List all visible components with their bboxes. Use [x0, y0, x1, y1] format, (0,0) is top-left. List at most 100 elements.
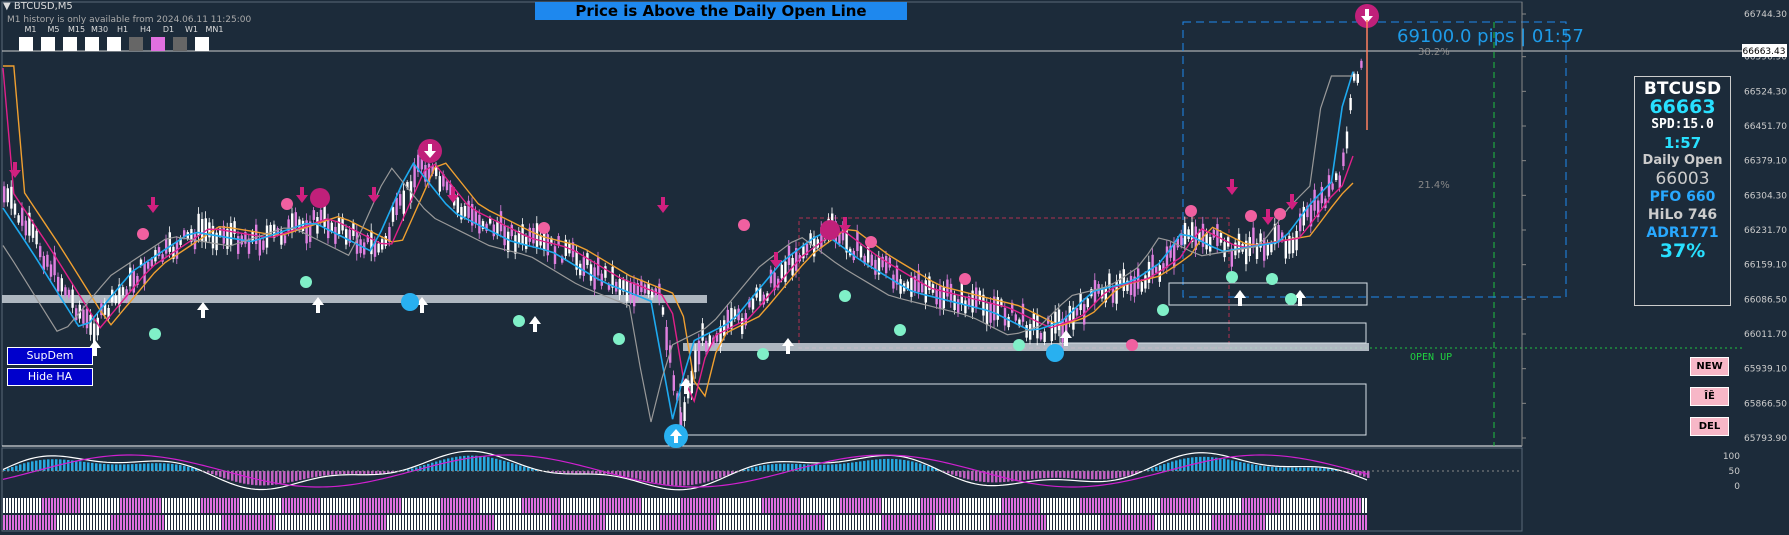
dot-icon — [1013, 339, 1025, 351]
up-arrow-icon — [529, 316, 541, 332]
collapse-icon[interactable]: ▼ — [3, 1, 14, 12]
up-arrow-icon — [680, 378, 692, 394]
dot-icon — [1266, 273, 1278, 285]
price-tick: 65939.10 — [1744, 365, 1787, 375]
dot-icon — [137, 228, 149, 240]
price-tick: 66596.90 — [1744, 53, 1787, 63]
price-tick: 66231.70 — [1744, 226, 1787, 236]
down-arrow-icon — [657, 197, 669, 213]
timeframe-box-m15[interactable] — [63, 37, 77, 51]
osc-axis: 100 50 0 — [1723, 452, 1740, 492]
info-daily-open: 66003 — [1655, 169, 1710, 189]
timeframe-box-w1[interactable] — [173, 37, 187, 51]
up-arrow-icon — [1294, 290, 1306, 306]
signals — [9, 4, 1379, 448]
window-title: ▼ BTCUSD,M5 — [3, 1, 73, 12]
down-arrow-icon — [147, 197, 159, 213]
price-axis: 66744.30 66596.90 66524.30 66451.70 66379.10… — [1521, 2, 1787, 446]
range-box — [798, 217, 1230, 349]
info-adr-pct: 37% — [1659, 240, 1706, 262]
price-tick: 66159.10 — [1744, 261, 1787, 271]
timeframe-d1[interactable]: D1 — [162, 25, 175, 34]
down-arrow-icon — [9, 162, 21, 178]
timeframe-m5[interactable]: M5 — [47, 25, 60, 34]
info-pfo: PFO 660 — [1649, 189, 1716, 205]
timeframe-h1[interactable]: H1 — [116, 25, 129, 34]
zone-box — [1059, 322, 1367, 344]
up-arrow-icon — [1234, 290, 1246, 306]
hide-ha-button[interactable]: Hide HA — [7, 368, 93, 386]
zone-box — [679, 383, 1367, 436]
oscillator-frame — [1, 447, 1523, 532]
price-tick: 66379.10 — [1744, 157, 1787, 167]
down-arrow-icon — [296, 187, 308, 203]
price-tick: 65866.50 — [1744, 399, 1787, 409]
dot-icon — [738, 219, 750, 231]
down-arrow-icon — [1262, 209, 1274, 225]
timeframe-box-h1[interactable] — [107, 37, 121, 51]
dot-icon — [1157, 304, 1169, 316]
price-tick: 66304.30 — [1744, 191, 1787, 201]
zone-box — [1168, 282, 1368, 306]
info-hilo: HiLo 746 — [1647, 207, 1718, 223]
new-button[interactable]: NEW — [1690, 357, 1729, 376]
timeframe-mn1[interactable]: MN1 — [205, 25, 224, 34]
up-arrow-icon — [197, 302, 209, 318]
timeframe-box-m5[interactable] — [41, 37, 55, 51]
timeframe-box-d1[interactable] — [151, 37, 165, 51]
demand-zone — [2, 295, 707, 303]
timeframe-w1[interactable]: W1 — [185, 25, 198, 34]
del-button[interactable]: DEL — [1690, 417, 1729, 436]
history-note: M1 history is only available from 2024.0… — [7, 15, 252, 25]
timeframe-box-mn1[interactable] — [195, 37, 209, 51]
timeframe-h4[interactable]: H4 — [139, 25, 152, 34]
dot-icon — [310, 188, 330, 208]
info-symbol: BTCUSD — [1643, 79, 1722, 99]
dot-icon — [1274, 208, 1286, 220]
dot-icon — [820, 220, 840, 240]
moving-averages — [2, 65, 1354, 423]
info-price: 66663 — [1649, 96, 1716, 118]
price-tick: 66524.30 — [1744, 87, 1787, 97]
dot-icon — [401, 293, 419, 311]
current-price-tag — [1742, 44, 1787, 57]
dot-icon — [1226, 271, 1238, 283]
oscillator — [2, 450, 1370, 530]
down-arrow-icon — [1286, 194, 1298, 210]
dot-icon — [1046, 344, 1064, 362]
open-up-label: OPEN UP — [1410, 352, 1452, 363]
price-tick: 66086.50 — [1744, 295, 1787, 305]
dot-icon — [865, 236, 877, 248]
timeframe-m30[interactable]: M30 — [90, 25, 109, 34]
up-arrow-icon — [312, 297, 324, 313]
timeframe-m15[interactable]: M15 — [67, 25, 86, 34]
up-arrow-icon — [782, 338, 794, 354]
info-timer: 1:57 — [1663, 134, 1702, 152]
demand-zone — [683, 343, 1369, 351]
timeframe-box-h4[interactable] — [129, 37, 143, 51]
price-tick: 65793.90 — [1744, 434, 1787, 444]
info-panel: BTCUSD 66663 SPD:15.0 1:57 Daily Open 66… — [1634, 76, 1731, 306]
timeframe-labels: M1 M5 M15 M30 H1 H4 D1 W1 MN1 — [19, 25, 226, 34]
down-arrow-icon — [770, 252, 782, 268]
info-spread: SPD:15.0 — [1651, 117, 1714, 132]
dot-icon — [1245, 210, 1257, 222]
timeframe-box-m1[interactable] — [19, 37, 33, 51]
timeframe-boxes — [19, 37, 209, 51]
fib-label: 21.4% — [1418, 180, 1450, 191]
price-tick: 66451.70 — [1744, 122, 1787, 132]
dot-icon — [757, 348, 769, 360]
price-tick: 66744.30 — [1744, 10, 1787, 20]
timeframe-box-m30[interactable] — [85, 37, 99, 51]
down-arrow-icon — [1226, 179, 1238, 195]
dot-icon — [1185, 205, 1197, 217]
dot-icon — [1126, 339, 1138, 351]
timeframe-m1[interactable]: M1 — [24, 25, 37, 34]
projection-box — [1182, 21, 1567, 298]
symbol-title: BTCUSD,M5 — [13, 1, 73, 12]
down-arrow-icon — [839, 217, 851, 233]
up-arrow-icon — [1060, 330, 1072, 346]
supdem-button[interactable]: SupDem — [7, 347, 93, 365]
ie-button[interactable]: ÎÊ — [1690, 387, 1729, 406]
